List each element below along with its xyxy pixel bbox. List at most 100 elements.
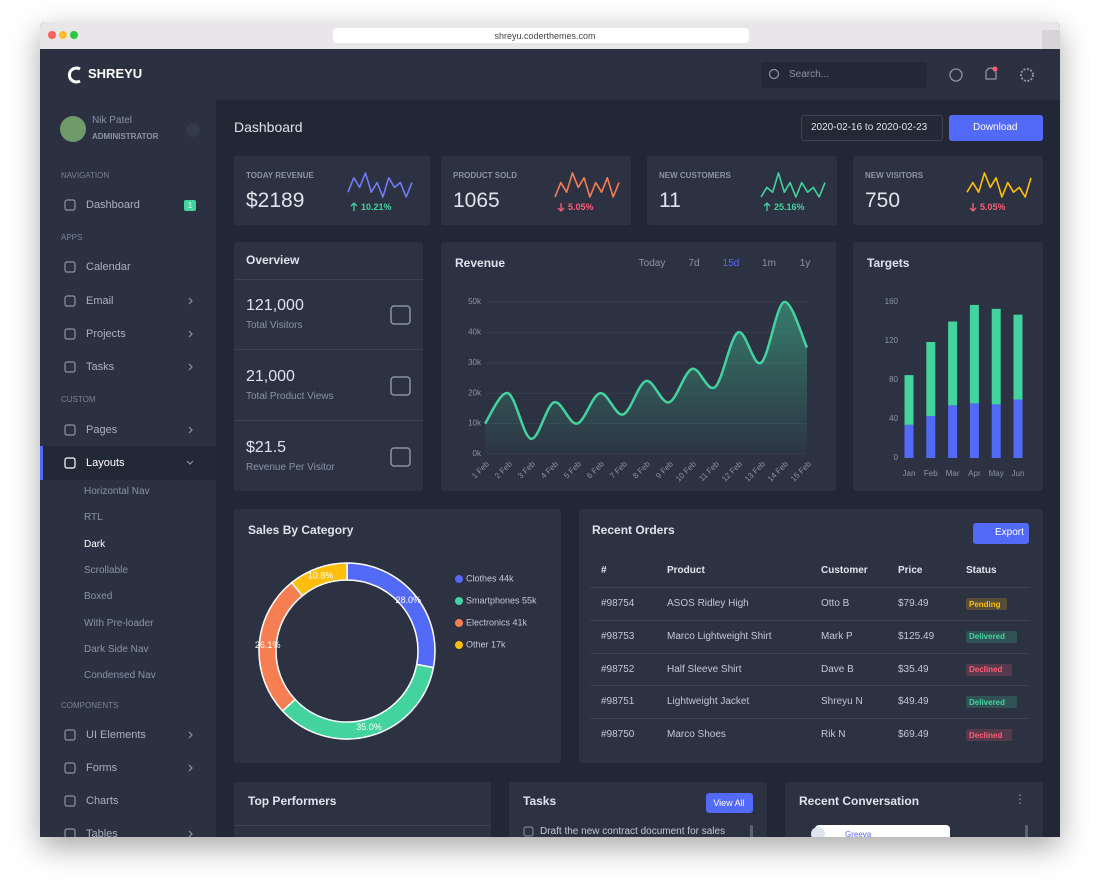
donut-label: 35.0%: [356, 722, 382, 732]
menu-item[interactable]: UI Elements: [86, 728, 146, 741]
range-tab[interactable]: 7d: [688, 258, 700, 269]
table-cell: Marco Lightweight Shirt: [667, 630, 772, 642]
menu-icon: [64, 457, 76, 469]
submenu-item[interactable]: Dark Side Nav: [84, 643, 149, 655]
submenu-item[interactable]: Dark: [84, 538, 106, 550]
chevron: [188, 363, 193, 371]
menu-item[interactable]: Layouts: [86, 456, 125, 469]
row-divider: [590, 652, 1029, 654]
table-cell: $125.49: [898, 630, 935, 642]
overview-label: Total Visitors: [246, 320, 303, 331]
x-tick-label: Jan: [903, 469, 916, 478]
card-title: Overview: [246, 252, 300, 267]
table-cell: Dave B: [821, 663, 854, 675]
stat-label: PRODUCT SOLD: [453, 170, 517, 180]
table-cell: $35.49: [898, 663, 929, 675]
chevron: [186, 460, 194, 465]
chevron: [188, 426, 193, 434]
stat-value: $2189: [246, 188, 305, 212]
submenu-item[interactable]: Condensed Nav: [84, 670, 156, 682]
row-divider: [590, 718, 1029, 720]
menu-icon: [64, 828, 76, 837]
range-tab[interactable]: Today: [638, 258, 666, 269]
chat-avatar: [811, 827, 825, 837]
menu-icon: [64, 261, 76, 273]
bar: [926, 341, 936, 417]
status-text: Delivered: [969, 697, 1006, 707]
menu-icon: [64, 795, 76, 807]
table-header: Customer: [821, 565, 868, 576]
status-text: Declined: [969, 665, 1003, 675]
table-cell: Mark P: [821, 630, 853, 642]
submenu-item[interactable]: Scrollable: [84, 564, 128, 576]
divider: [234, 279, 423, 280]
download-button[interactable]: [949, 115, 1043, 141]
y-tick-label: 40k: [468, 328, 482, 337]
menu-item[interactable]: Calendar: [86, 260, 131, 273]
range-tab[interactable]: 1m: [762, 258, 776, 269]
menu-item[interactable]: Projects: [86, 327, 126, 340]
url-bar: [333, 28, 749, 43]
sparkline: [554, 172, 620, 198]
export-button[interactable]: [973, 523, 1029, 544]
bell-icon: [985, 67, 997, 80]
bar: [969, 403, 979, 458]
status-badge: [966, 696, 1017, 709]
stat-card: [234, 156, 430, 225]
x-tick-label: 7 Feb: [608, 459, 629, 480]
x-tick-label: 12 Feb: [720, 459, 744, 483]
user-menu: [186, 123, 200, 137]
menu-item[interactable]: Tasks: [86, 360, 115, 373]
x-tick-label: 13 Feb: [743, 459, 767, 483]
x-tick-label: Mar: [946, 469, 960, 478]
menu-item[interactable]: Tables: [86, 827, 118, 838]
menu-icon: [64, 361, 76, 373]
notification-dot: [992, 66, 998, 72]
divider: [234, 825, 491, 826]
menu-item[interactable]: Charts: [86, 794, 119, 807]
range-tab[interactable]: 15d: [722, 258, 740, 269]
x-tick-label: 5 Feb: [562, 459, 583, 480]
donut-segment: [346, 562, 436, 669]
chevron: [188, 830, 193, 837]
submenu-item[interactable]: Horizontal Nav: [84, 486, 150, 497]
window-control: [70, 31, 78, 39]
table-cell: Rik N: [821, 729, 846, 741]
submenu-item[interactable]: With Pre-loader: [84, 617, 154, 629]
menu-item[interactable]: Dashboard: [86, 198, 140, 211]
date-input: [801, 115, 943, 141]
menu-item[interactable]: Pages: [86, 423, 118, 436]
card-title: Recent Orders: [592, 522, 675, 537]
submenu-item[interactable]: RTL: [84, 512, 103, 524]
y-tick-label: 30k: [468, 358, 482, 367]
avatar: [60, 116, 86, 142]
date-range[interactable]: 2020-02-16 to 2020-02-23: [811, 122, 928, 133]
table-cell: Otto B: [821, 598, 850, 609]
table-header: Price: [898, 565, 923, 576]
x-tick-label: 2 Feb: [493, 459, 514, 480]
row-divider: [590, 619, 1029, 621]
export-text: Export: [995, 527, 1024, 538]
row-divider: [590, 587, 1029, 588]
range-tab[interactable]: 1y: [799, 258, 811, 269]
stat-card: [441, 156, 631, 225]
submenu-item[interactable]: Boxed: [84, 591, 113, 603]
trend-arrow: [763, 202, 771, 211]
bar: [948, 405, 958, 458]
card-title: Tasks: [523, 793, 557, 808]
stat-change: 10.21%: [361, 201, 392, 212]
x-tick-label: 11 Feb: [697, 459, 721, 483]
status-badge: [966, 630, 1017, 643]
status-badge: [966, 598, 1007, 610]
y-tick-label: 80: [889, 375, 898, 384]
view-all-button[interactable]: [706, 793, 753, 813]
menu-item[interactable]: Forms: [86, 761, 118, 774]
legend-label: Smartphones 55k: [466, 595, 537, 605]
table-cell: #98751: [601, 696, 635, 708]
x-tick-label: 14 Feb: [766, 459, 790, 483]
menu-icon: [64, 729, 76, 741]
menu-icon: [64, 762, 76, 774]
view-all-text: View All: [713, 797, 745, 808]
menu-item[interactable]: Email: [86, 294, 114, 307]
